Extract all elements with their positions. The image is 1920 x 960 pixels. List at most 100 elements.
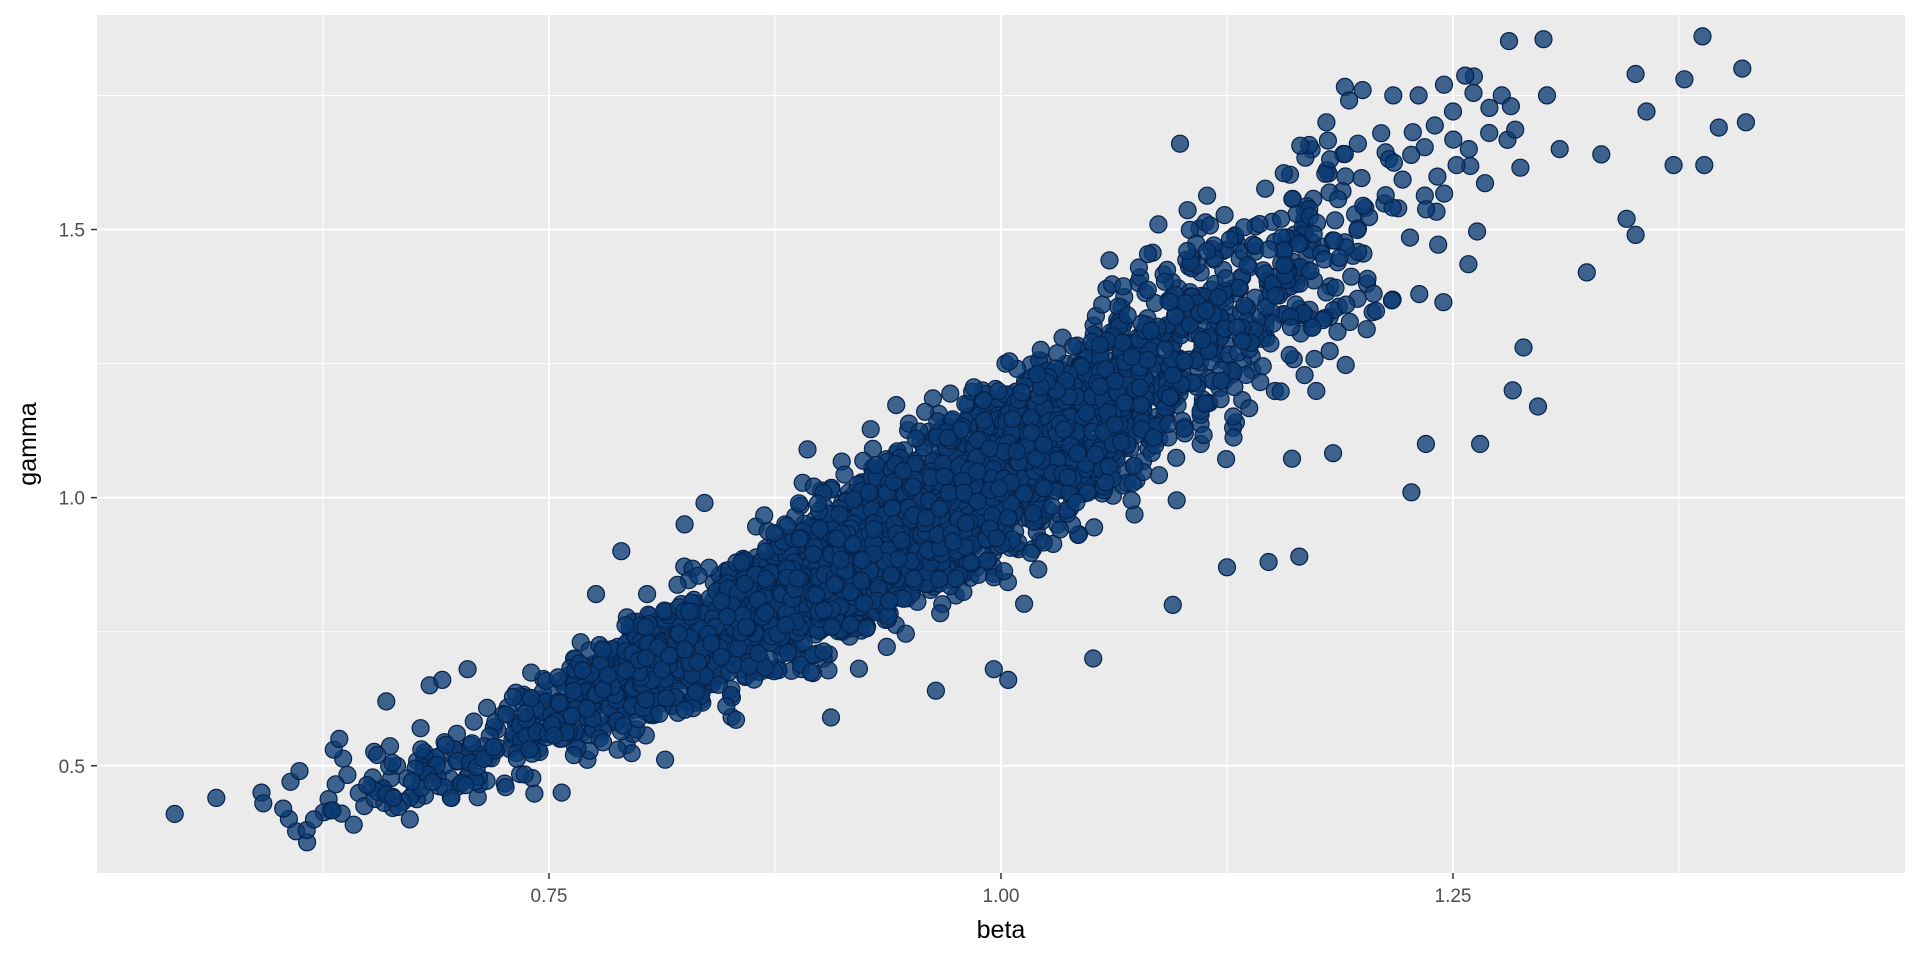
scatter-point: [274, 799, 293, 818]
scatter-point: [1592, 145, 1611, 164]
scatter-point: [977, 551, 996, 571]
scatter-point: [893, 461, 913, 480]
scatter-point: [1464, 83, 1483, 103]
x-tick-label: 1.25: [1435, 886, 1472, 907]
scatter-point: [1416, 434, 1436, 454]
scatter-point: [1144, 428, 1163, 447]
scatter-point: [1031, 340, 1050, 359]
scatter-point: [1090, 377, 1109, 396]
scatter-point: [515, 765, 534, 784]
scatter-point: [1410, 285, 1429, 304]
scatter-point: [1428, 167, 1447, 186]
scatter-point: [552, 783, 571, 802]
scatter-point: [668, 575, 687, 594]
scatter-point: [1384, 153, 1404, 172]
scatter-point: [1048, 344, 1067, 363]
scatter-point: [1192, 330, 1212, 350]
scatter-point: [755, 506, 774, 525]
scatter-point: [1475, 174, 1495, 193]
scatter-point: [436, 735, 455, 754]
scatter-point: [915, 402, 935, 421]
scatter-point: [616, 661, 636, 680]
scatter-point: [1197, 241, 1217, 261]
scatter-point: [859, 483, 879, 502]
scatter-point: [377, 692, 396, 711]
scatter-point: [1675, 70, 1694, 89]
scatter-point: [1340, 312, 1359, 331]
scatter-point: [1330, 248, 1349, 267]
scatter-point: [1307, 381, 1326, 401]
scatter-point: [1149, 466, 1169, 485]
scatter-point: [1138, 245, 1158, 264]
scatter-point: [669, 624, 689, 643]
scatter-point: [765, 523, 784, 543]
scatter-point: [1077, 403, 1096, 422]
scatter-point: [1054, 420, 1074, 439]
scatter-point: [740, 657, 759, 676]
scatter-point: [968, 462, 987, 481]
scatter-point: [1050, 520, 1070, 539]
scatter-point: [1240, 399, 1259, 418]
y-tick-label: 1.5: [59, 221, 85, 242]
scatter-point: [1372, 124, 1391, 143]
scatter-point: [798, 440, 817, 459]
scatter-point: [1233, 331, 1252, 351]
scatter-point: [1263, 314, 1283, 333]
scatter-point: [612, 542, 631, 561]
scatter-point: [954, 483, 974, 502]
scatter-point: [1105, 415, 1124, 434]
scatter-point: [1261, 334, 1280, 353]
scatter-point: [1028, 365, 1047, 384]
scatter-point: [1266, 286, 1285, 305]
scatter-point: [756, 603, 775, 622]
scatter-point: [456, 776, 475, 795]
scatter-point: [1086, 445, 1105, 464]
scatter-point: [712, 592, 731, 611]
scatter-point: [821, 708, 841, 727]
scatter-point: [1003, 409, 1022, 428]
scatter-point: [1224, 428, 1243, 447]
scatter-point: [1216, 450, 1236, 469]
scatter-point: [1160, 292, 1180, 311]
scatter-point: [1357, 320, 1376, 339]
scatter-point: [1163, 366, 1183, 385]
scatter-point: [462, 734, 482, 753]
scatter-point: [930, 499, 949, 518]
scatter-point: [814, 642, 833, 661]
scatter-point: [412, 740, 431, 759]
scatter-point: [1096, 473, 1115, 492]
scatter-point: [841, 583, 860, 602]
scatter-point: [1348, 220, 1367, 240]
scatter-point: [1014, 484, 1034, 503]
scatter-point: [732, 553, 751, 572]
scatter-point: [1280, 345, 1299, 365]
scatter-point: [458, 660, 477, 679]
scatter-point: [1090, 335, 1110, 354]
scatter-point: [1366, 301, 1386, 321]
scatter-point: [1023, 504, 1043, 523]
scatter-point: [1499, 31, 1519, 51]
scatter-point: [586, 584, 606, 604]
scatter-point: [1175, 352, 1194, 371]
scatter-point: [1459, 140, 1478, 159]
scatter-point: [1325, 211, 1345, 230]
scatter-point: [984, 660, 1003, 679]
scatter-point: [1111, 433, 1131, 452]
scatter-point: [896, 624, 915, 643]
scatter-point: [516, 704, 535, 723]
scatter-point: [941, 384, 960, 403]
scatter-point: [1012, 383, 1031, 402]
scatter-point: [1180, 315, 1200, 334]
scatter-point: [1354, 196, 1373, 215]
scatter-point: [999, 670, 1018, 690]
y-axis-ticks: 0.5 1.0 1.5: [59, 221, 97, 778]
scatter-point: [1138, 350, 1157, 370]
scatter-point: [636, 690, 656, 709]
scatter-point: [1200, 216, 1220, 235]
scatter-point: [906, 429, 926, 448]
scatter-point: [1105, 372, 1125, 391]
scatter-point: [1528, 397, 1548, 416]
scatter-point: [358, 775, 377, 795]
scatter-point: [254, 794, 273, 813]
scatter-point: [1282, 449, 1302, 468]
